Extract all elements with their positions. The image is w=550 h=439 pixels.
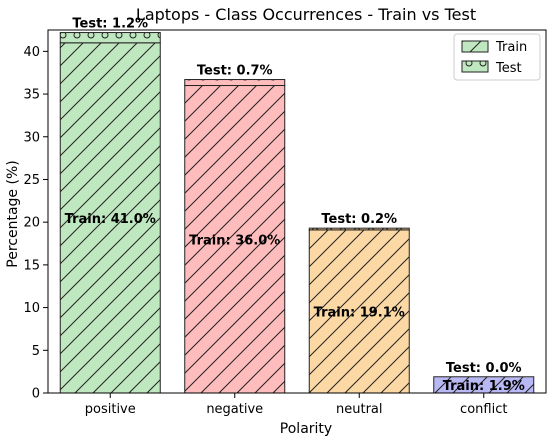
x-tick-label: negative [206, 402, 263, 417]
test-value-label: Test: 0.2% [321, 212, 397, 227]
legend: Train Test [453, 33, 541, 81]
train-value-label: Train: 36.0% [189, 233, 280, 248]
bar-test-outline [308, 227, 410, 231]
test-value-label: Test: 0.7% [197, 64, 273, 79]
y-tick-label: 10 [23, 301, 40, 316]
plot-area: Train: 41.0% Test: 1.2% positive Train: 36.… [23, 17, 547, 417]
bar-test-outline [59, 32, 161, 44]
bar-train-outline [184, 85, 286, 394]
legend-test-hatch [462, 61, 488, 72]
legend-test-label: Test [495, 61, 522, 76]
y-tick-label: 0 [32, 387, 40, 402]
y-tick-label: 20 [23, 216, 40, 231]
y-tick-label: 15 [23, 258, 40, 273]
y-tick-label: 35 [23, 88, 40, 103]
x-axis-title: Polarity [280, 421, 332, 437]
axes-frame [47, 29, 547, 394]
train-value-label: Train: 41.0% [65, 212, 156, 227]
bar-train-outline [59, 42, 161, 394]
train-value-label: Train: 1.9% [443, 379, 525, 394]
x-tick-label: conflict [460, 402, 507, 417]
test-value-label: Test: 0.0% [446, 361, 522, 376]
x-tick-label: positive [85, 402, 136, 417]
bar-test-outline [184, 79, 286, 87]
x-tick-label: neutral [336, 402, 383, 417]
y-tick-label: 40 [23, 45, 40, 60]
chart-title: Laptops - Class Occurrences - Train vs T… [136, 5, 476, 24]
y-tick-label: 5 [32, 344, 40, 359]
y-tick-label: 30 [23, 130, 40, 145]
legend-train-hatch [462, 41, 488, 52]
y-tick-label: 25 [23, 173, 40, 188]
train-value-label: Train: 19.1% [314, 305, 405, 320]
y-axis-title: Percentage (%) [5, 160, 21, 267]
legend-train-label: Train [495, 40, 527, 55]
test-value-label: Test: 1.2% [72, 17, 148, 32]
